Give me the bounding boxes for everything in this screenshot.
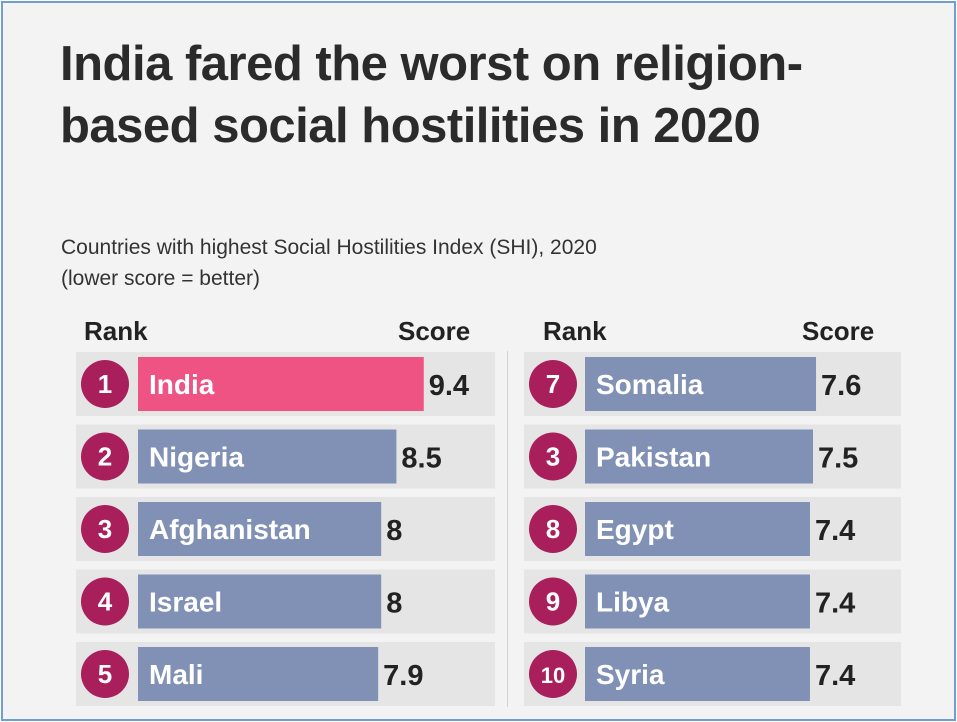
value-label: 8 — [386, 515, 402, 547]
rank-circle — [529, 432, 577, 481]
left-score-header: Score — [398, 316, 471, 346]
bar — [585, 429, 813, 484]
chart-title: India fared the worst on religion-based … — [60, 37, 803, 153]
country-label: Somalia — [596, 369, 704, 400]
subtitle-line-2: (lower score = better) — [61, 267, 260, 290]
country-label: Israel — [149, 587, 222, 618]
country-label: Afghanistan — [149, 514, 311, 545]
value-label: 9.4 — [429, 370, 469, 402]
country-label: India — [149, 369, 215, 400]
country-label: Egypt — [596, 514, 674, 545]
value-label: 7.4 — [815, 588, 855, 620]
chart-row: 2 Nigeria 8.5 — [76, 424, 495, 489]
value-label: 8 — [386, 588, 402, 620]
left-rank-header: Rank — [84, 316, 148, 346]
chart-row: 3 Afghanistan 8 — [76, 497, 495, 561]
rank-label: 2 — [98, 442, 112, 472]
rank-label: 3 — [98, 514, 112, 544]
column-divider — [507, 351, 508, 707]
value-label: 7.6 — [821, 370, 861, 402]
bar — [585, 357, 817, 411]
value-label: 7.5 — [818, 443, 858, 475]
value-label: 7.9 — [383, 660, 423, 692]
country-label: Libya — [596, 587, 670, 618]
chart-row: 4 Israel 8 — [76, 569, 495, 634]
chart-row: 1 India 9.4 — [76, 352, 495, 416]
bar — [138, 429, 397, 484]
country-label: Nigeria — [149, 442, 244, 473]
chart-row: 8 Egypt 7.4 — [524, 497, 901, 561]
rank-label: 5 — [98, 659, 112, 689]
chart-row: 3 Pakistan 7.5 — [524, 424, 901, 489]
rank-circle — [81, 432, 129, 481]
value-label: 7.4 — [815, 660, 855, 692]
rank-label: 4 — [98, 587, 113, 617]
bar — [138, 574, 382, 629]
rank-label: 3 — [546, 442, 560, 472]
bar — [585, 647, 810, 701]
rank-circle — [529, 505, 577, 553]
rank-circle — [529, 577, 577, 626]
chart-row: 10 Syria 7.4 — [524, 642, 901, 706]
chart-row: 7 Somalia 7.6 — [524, 352, 901, 416]
rank-label: 8 — [546, 514, 560, 544]
country-label: Syria — [596, 659, 665, 690]
country-label: Mali — [149, 659, 203, 690]
bar — [585, 574, 810, 629]
value-label: 8.5 — [401, 443, 441, 475]
chart-row: 5 Mali 7.9 — [76, 642, 495, 706]
bar — [585, 502, 810, 556]
rank-label: 7 — [546, 369, 560, 399]
bar — [138, 502, 382, 556]
right-score-header: Score — [802, 316, 875, 346]
bar — [138, 357, 424, 411]
country-label: Pakistan — [596, 442, 711, 473]
rank-circle — [81, 577, 129, 626]
subtitle-line-1: Countries with highest Social Hostilitie… — [61, 236, 597, 259]
rank-circle — [81, 505, 129, 553]
rank-label: 10 — [541, 663, 565, 688]
right-rank-header: Rank — [543, 316, 607, 346]
rank-label: 1 — [98, 369, 112, 399]
chart-row: 9 Libya 7.4 — [524, 569, 901, 634]
rank-circle — [529, 650, 577, 698]
rank-circle — [81, 650, 129, 698]
bar — [138, 647, 379, 701]
rank-circle — [529, 360, 577, 408]
rank-label: 9 — [546, 587, 560, 617]
rank-circle — [81, 360, 129, 408]
value-label: 7.4 — [815, 515, 855, 547]
chart-subtitle: Countries with highest Social Hostilitie… — [61, 232, 821, 294]
